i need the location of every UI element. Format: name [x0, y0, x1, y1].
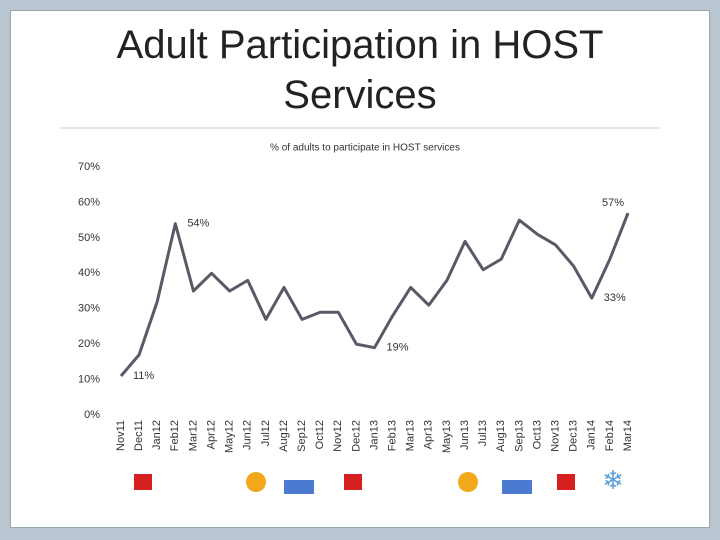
- y-tick-label: 70%: [78, 161, 100, 173]
- gift-icon: [134, 474, 152, 490]
- x-tick-label: Mar12: [187, 420, 199, 451]
- gift-icon: [557, 474, 575, 490]
- data-label: 33%: [604, 292, 626, 304]
- x-tick-label: May13: [441, 420, 453, 453]
- data-label: 54%: [187, 218, 209, 230]
- x-tick-label: Nov11: [115, 420, 127, 451]
- y-tick-label: 40%: [78, 267, 100, 279]
- sun-icon: [246, 472, 266, 492]
- x-tick-label: Oct12: [314, 420, 326, 449]
- x-tick-label: Jul13: [477, 420, 489, 446]
- x-tick-label: Jan13: [368, 420, 380, 450]
- x-tick-label: May12: [224, 420, 236, 453]
- slide-title: Adult Participation in HOST Services: [116, 23, 604, 117]
- x-tick-label: Oct13: [531, 420, 543, 449]
- books-icon: [284, 480, 314, 494]
- x-tick-label: Dec12: [350, 420, 362, 452]
- x-tick-label: Dec13: [568, 420, 580, 452]
- data-label: 11%: [133, 370, 154, 382]
- x-tick-label: Nov13: [549, 420, 561, 452]
- x-tick-label: Jan12: [151, 420, 163, 450]
- sun-icon: [458, 472, 478, 492]
- slide-panel: [10, 10, 710, 528]
- x-tick-label: Jan14: [586, 420, 598, 450]
- y-tick-label: 60%: [78, 196, 100, 208]
- data-line: [119, 212, 630, 378]
- y-tick-label: 10%: [78, 373, 100, 385]
- x-tick-label: Dec11: [133, 420, 145, 451]
- x-tick-label: Apr13: [423, 420, 435, 449]
- x-tick-label: Apr12: [205, 420, 217, 449]
- y-tick-label: 0%: [84, 409, 100, 421]
- x-tick-label: Jun12: [242, 420, 254, 450]
- x-tick-label: Aug12: [278, 420, 290, 452]
- x-tick-label: Feb12: [169, 420, 181, 451]
- x-tick-label: Mar14: [622, 420, 634, 451]
- x-tick-label: Mar13: [405, 420, 417, 451]
- books-icon: [502, 480, 532, 494]
- x-tick-label: Feb13: [387, 420, 399, 451]
- x-tick-label: Nov12: [332, 420, 344, 452]
- y-tick-label: 30%: [78, 303, 100, 315]
- data-label: 19%: [387, 342, 409, 354]
- x-tick-label: Feb14: [604, 420, 616, 451]
- x-tick-label: Sep13: [513, 420, 525, 452]
- data-label: 57%: [602, 197, 624, 209]
- chart-title: % of adults to participate in HOST servi…: [270, 143, 460, 154]
- icons: ❄: [134, 465, 624, 495]
- gift-icon: [344, 474, 362, 490]
- x-tick-label: Jul12: [260, 420, 272, 446]
- snowflake-icon: ❄: [602, 465, 624, 495]
- y-tick-label: 50%: [78, 232, 100, 244]
- y-tick-label: 20%: [78, 338, 100, 350]
- x-tick-label: Aug13: [495, 420, 507, 452]
- x-tick-label: Jun13: [459, 420, 471, 450]
- x-tick-label: Sep12: [296, 420, 308, 452]
